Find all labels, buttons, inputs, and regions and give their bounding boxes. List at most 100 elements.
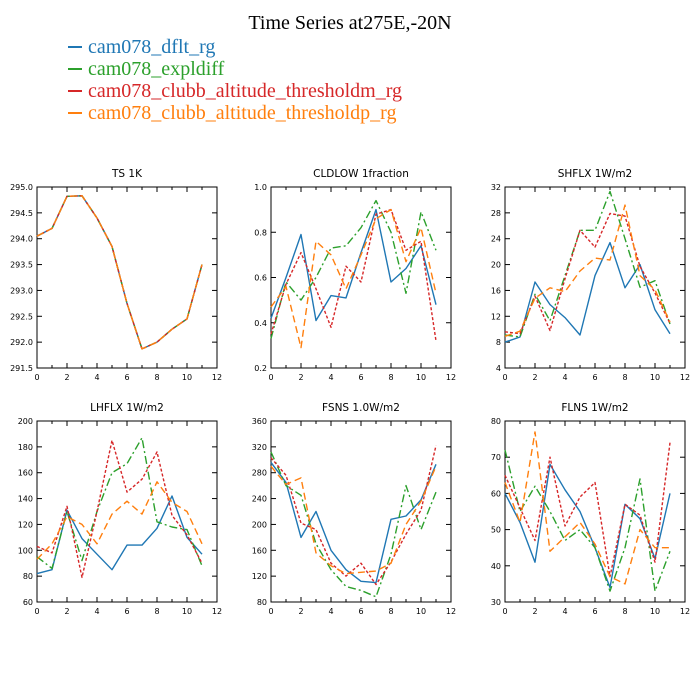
x-tick-label: 6 [358, 373, 363, 382]
x-tick-label: 12 [446, 607, 456, 616]
legend-item-thresholdp: cam078_clubb_altitude_thresholdp_rg [68, 102, 402, 124]
y-tick-label: 140 [18, 495, 33, 504]
x-tick-label: 2 [532, 373, 537, 382]
legend-item-expldiff: cam078_expldiff [68, 58, 402, 80]
plot-frame [270, 186, 452, 369]
y-tick-label: 32 [491, 183, 501, 192]
panel-title: LHFLX 1W/m2 [90, 402, 164, 414]
y-tick-label: 360 [252, 417, 267, 426]
panel-cldlow: CLDLOW 1fraction 0 2 4 6 8 10 12 0.2 0.4 0.6 0.8 1.0 [254, 168, 456, 382]
series-line-shflx-2 [504, 190, 671, 338]
series-line-shflx-4 [504, 204, 671, 337]
x-tick-label: 12 [212, 373, 222, 382]
y-tick-label: 80 [491, 417, 501, 426]
legend-swatch [68, 68, 82, 70]
x-tick-label: 8 [388, 607, 393, 616]
y-tick-label: 4 [496, 364, 501, 373]
x-tick-label: 8 [154, 607, 159, 616]
y-tick-label: 294.0 [10, 235, 33, 244]
x-tick-label: 2 [298, 607, 303, 616]
plot-frame [36, 420, 218, 603]
y-tick-label: 70 [491, 453, 501, 462]
x-tick-label: 6 [592, 373, 597, 382]
x-tick-label: 4 [328, 373, 333, 382]
y-tick-label: 0.2 [254, 364, 267, 373]
panel-title: FLNS 1W/m2 [561, 402, 628, 414]
series-line-flns-4 [504, 431, 670, 585]
x-tick-label: 12 [212, 607, 222, 616]
series-line-flns-1 [504, 463, 671, 589]
x-tick-label: 4 [94, 373, 99, 382]
x-tick-label: 6 [124, 607, 129, 616]
y-tick-label: 200 [252, 520, 267, 529]
x-tick-label: 8 [622, 373, 627, 382]
panel-title: CLDLOW 1fraction [313, 168, 409, 180]
series-line-cldlow-3 [270, 208, 437, 342]
legend-item-thresholdm: cam078_clubb_altitude_thresholdm_rg [68, 80, 402, 102]
y-tick-label: 160 [18, 469, 33, 478]
plot-frame [36, 186, 218, 369]
y-tick-label: 12 [491, 312, 501, 321]
y-tick-label: 40 [491, 562, 501, 571]
series-line-cldlow-4 [270, 208, 437, 349]
series-line-lhflx-2 [36, 437, 203, 570]
x-tick-label: 6 [592, 607, 597, 616]
y-tick-label: 100 [18, 546, 33, 555]
y-tick-label: 295.0 [10, 183, 33, 192]
series-line-fsns-4 [270, 465, 437, 575]
y-tick-label: 80 [257, 598, 267, 607]
y-tick-label: 200 [18, 417, 33, 426]
legend-item-dflt: cam078_dflt_rg [68, 36, 402, 58]
x-tick-label: 4 [94, 607, 99, 616]
series-line-cldlow-1 [270, 208, 437, 322]
y-tick-label: 20 [491, 261, 501, 270]
series-line-shflx-1 [504, 241, 671, 343]
x-tick-label: 4 [562, 373, 567, 382]
y-tick-label: 240 [252, 495, 267, 504]
series-line-lhflx-3 [36, 439, 203, 579]
panel-fsns: FSNS 1.0W/m2 0 2 4 6 8 10 12 80 120 160 200 240 280 32… [252, 402, 456, 616]
series-line-flns-2 [504, 449, 671, 592]
x-tick-label: 6 [358, 607, 363, 616]
series-line-lhflx-4 [36, 481, 203, 560]
y-tick-label: 60 [491, 489, 501, 498]
panel-title: FSNS 1.0W/m2 [322, 402, 400, 414]
x-tick-label: 12 [680, 607, 690, 616]
legend: cam078_dflt_rg cam078_expldiff cam078_cl… [68, 36, 402, 124]
x-tick-label: 2 [532, 607, 537, 616]
y-tick-label: 0.4 [254, 319, 267, 328]
panel-ts: TS 1K 0 2 4 6 8 10 12 291.5 292.0 292.5 293.0 293.5 2… [10, 168, 222, 382]
x-tick-label: 8 [154, 373, 159, 382]
series-line-fsns-2 [270, 451, 437, 598]
legend-label: cam078_expldiff [88, 57, 225, 80]
x-tick-label: 6 [124, 373, 129, 382]
y-tick-label: 80 [23, 572, 33, 581]
y-tick-label: 293.5 [10, 261, 33, 270]
legend-label: cam078_clubb_altitude_thresholdm_rg [88, 79, 403, 102]
legend-swatch [68, 90, 82, 92]
panel-title: TS 1K [111, 168, 143, 180]
y-tick-label: 0.8 [254, 228, 267, 237]
y-tick-label: 320 [252, 443, 267, 452]
y-tick-label: 292.0 [10, 338, 33, 347]
chart-title: Time Series at275E,-20N [248, 12, 452, 34]
x-tick-label: 0 [34, 607, 39, 616]
y-tick-label: 60 [23, 598, 33, 607]
x-tick-label: 4 [328, 607, 333, 616]
x-tick-label: 2 [298, 373, 303, 382]
y-tick-label: 24 [491, 235, 501, 244]
y-tick-label: 30 [491, 598, 501, 607]
y-tick-label: 120 [18, 520, 33, 529]
plot-frame [504, 420, 686, 603]
y-tick-label: 28 [491, 209, 501, 218]
x-tick-label: 10 [416, 607, 426, 616]
x-tick-label: 0 [268, 607, 273, 616]
x-tick-label: 10 [182, 607, 192, 616]
x-tick-label: 12 [680, 373, 690, 382]
series-line-ts-4 [36, 195, 203, 350]
x-tick-label: 10 [650, 607, 660, 616]
x-tick-label: 8 [622, 607, 627, 616]
y-tick-label: 0.6 [254, 274, 267, 283]
